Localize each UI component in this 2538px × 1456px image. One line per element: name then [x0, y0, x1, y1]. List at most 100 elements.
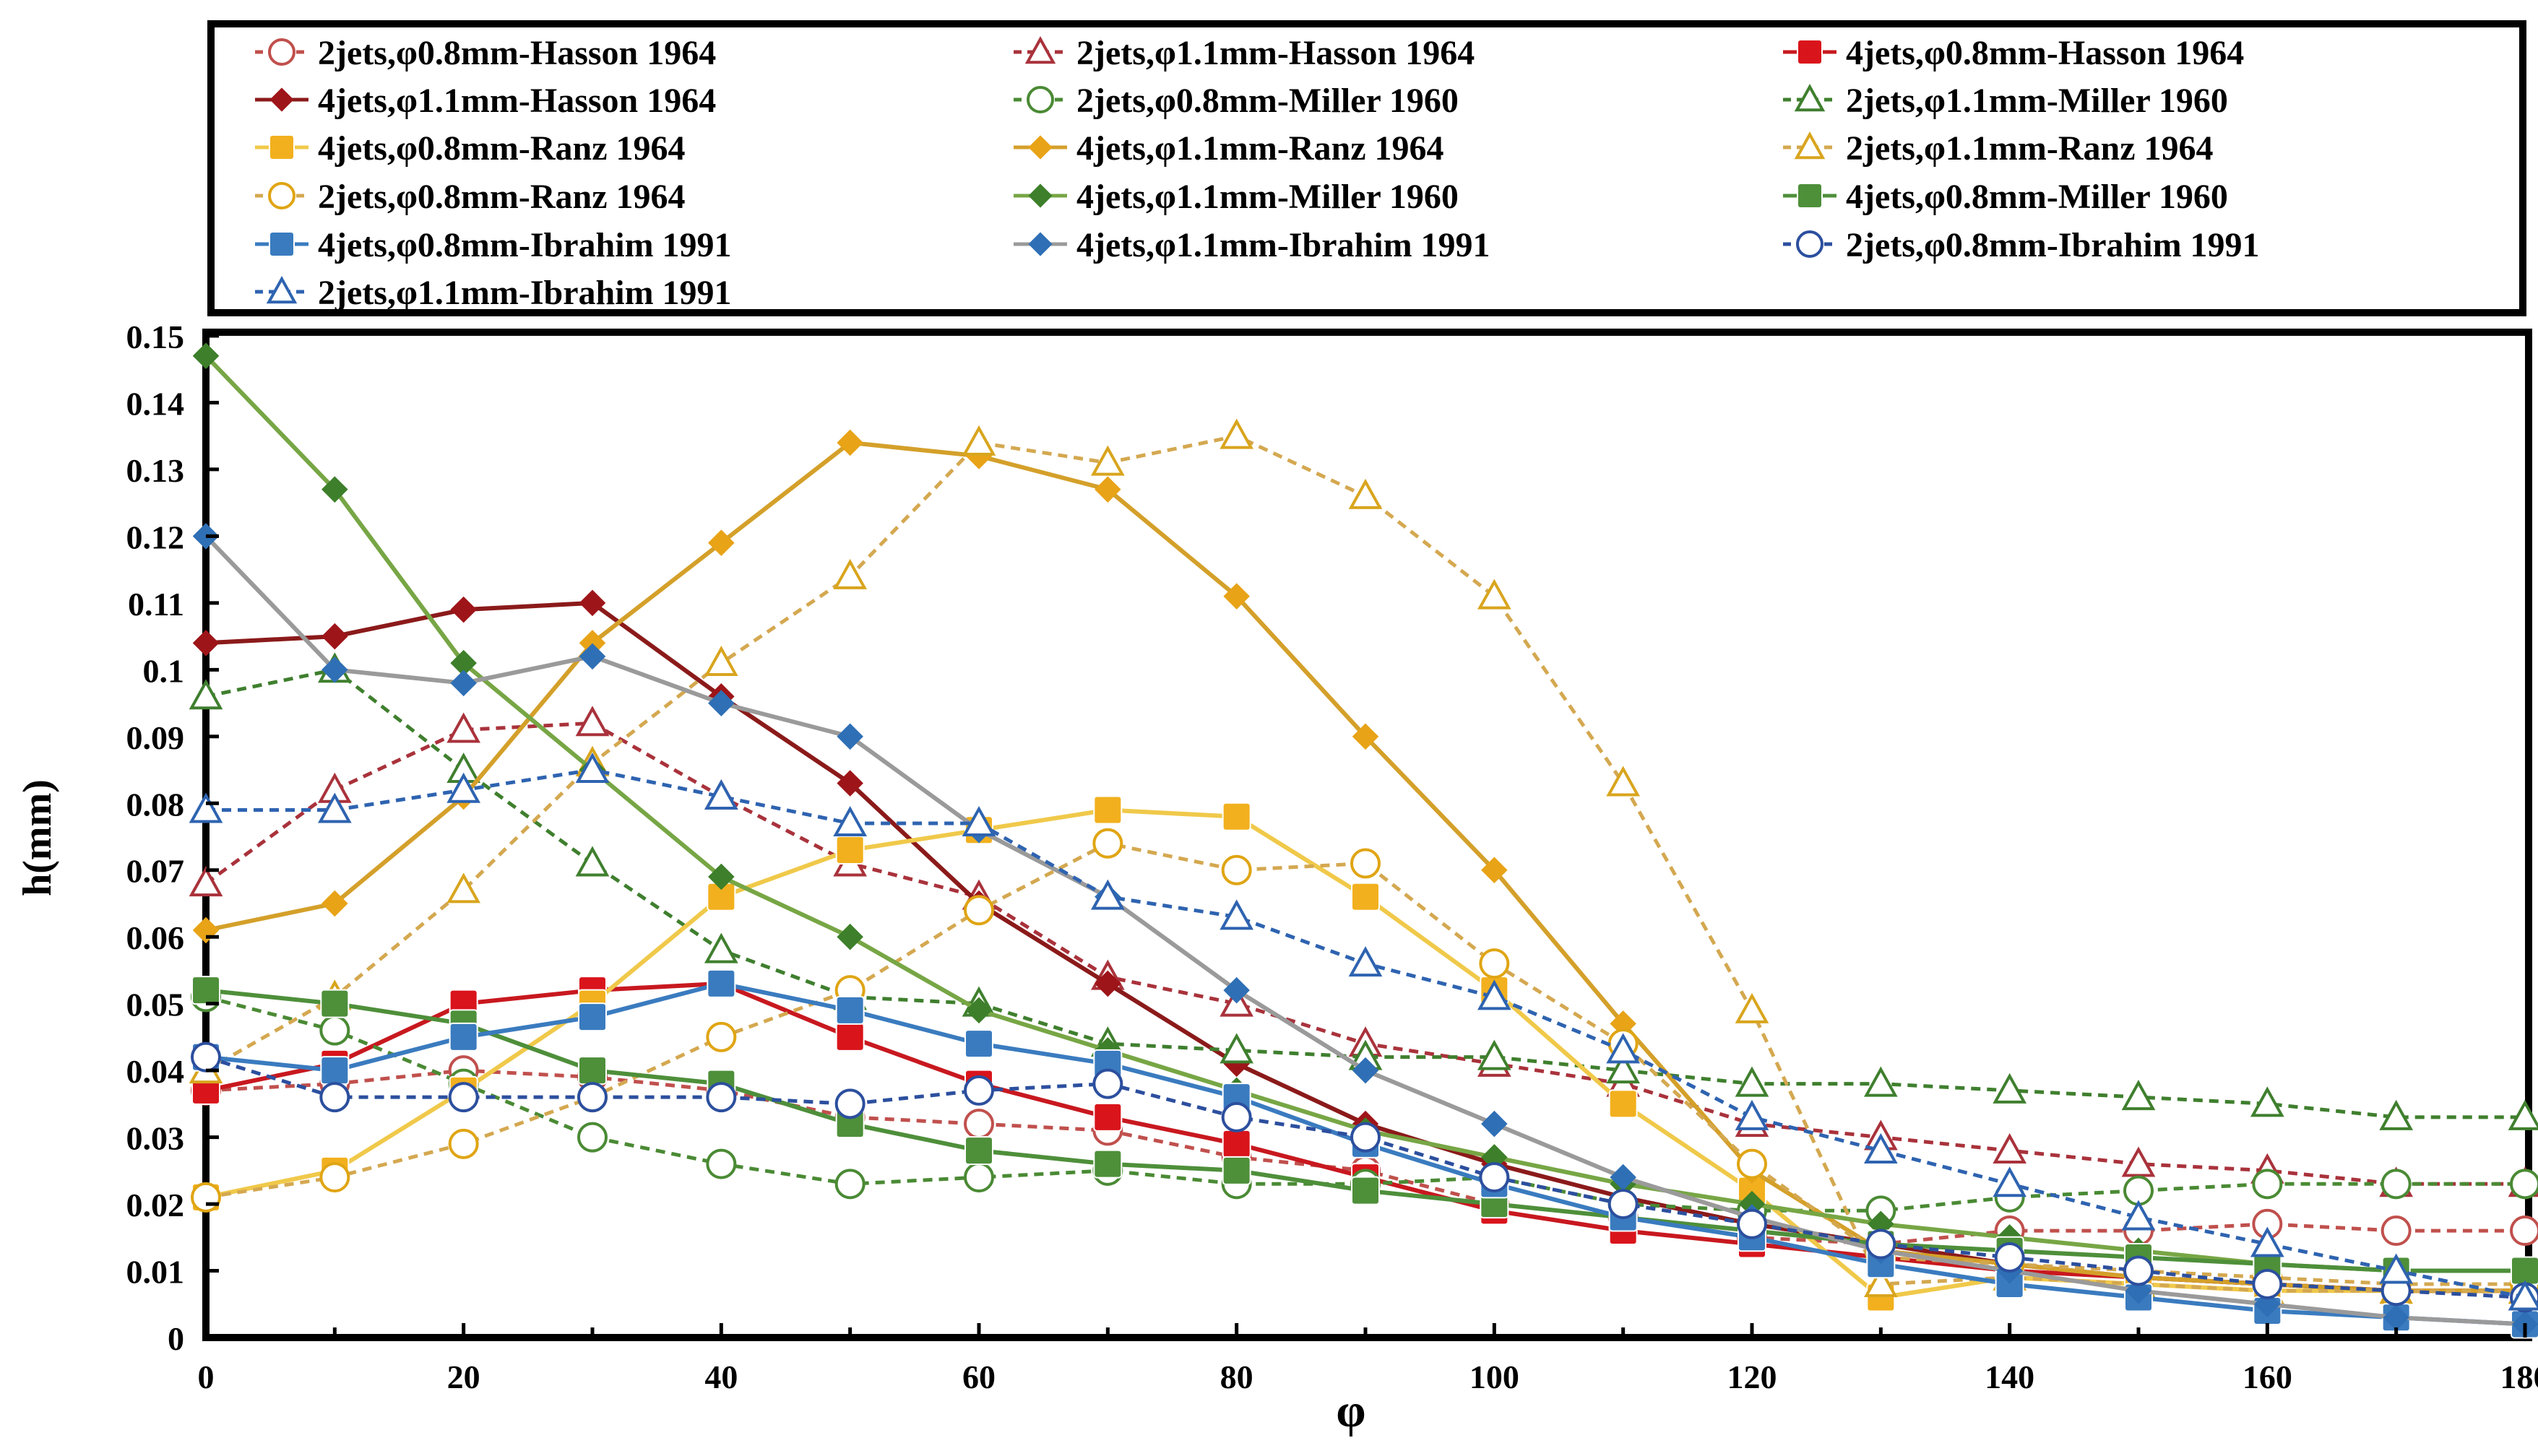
- data-point: [964, 428, 993, 454]
- x-tick-label: 100: [1469, 1358, 1519, 1395]
- legend-label: 2jets,φ1.1mm-Miller 1960: [1846, 82, 2228, 120]
- data-point: [449, 716, 478, 742]
- data-point: [1480, 950, 1508, 977]
- legend-label: 2jets,φ1.1mm-Hasson 1964: [1076, 34, 1475, 72]
- x-tick-label: 180: [2500, 1358, 2538, 1395]
- data-point: [2124, 1150, 2153, 1176]
- legend-label: 2jets,φ0.8mm-Ranz 1964: [318, 178, 686, 216]
- legend-label: 4jets,φ0.8mm-Ranz 1964: [318, 129, 686, 168]
- data-point: [1738, 1103, 1766, 1129]
- y-tick-label: 0.06: [126, 919, 185, 956]
- y-tick-label: 0.01: [126, 1254, 185, 1291]
- legend-item: 2jets,φ0.8mm-Miller 1960: [1014, 82, 1459, 120]
- data-point: [2511, 1217, 2538, 1244]
- data-point: [965, 896, 993, 924]
- data-point: [965, 1164, 993, 1191]
- data-point: [194, 631, 217, 654]
- legend-marker: [269, 232, 294, 256]
- data-point: [1738, 996, 1766, 1022]
- data-point: [191, 869, 220, 895]
- data-point: [2253, 1170, 2281, 1197]
- y-tick-label: 0.07: [126, 853, 185, 890]
- series-layer: [191, 344, 2538, 1338]
- data-point: [1223, 1157, 1251, 1184]
- legend-item: 4jets,φ0.8mm-Hasson 1964: [1783, 34, 2244, 72]
- data-point: [1223, 1104, 1251, 1131]
- data-point: [1738, 1210, 1766, 1238]
- series-4jets-phi1-1mm-ibrahim-1991: [194, 524, 2537, 1335]
- data-point: [452, 598, 475, 621]
- legend-label: 2jets,φ0.8mm-Ibrahim 1991: [1846, 226, 2260, 264]
- data-point: [578, 849, 607, 875]
- legend-label: 2jets,φ0.8mm-Hasson 1964: [318, 34, 716, 72]
- legend-label: 4jets,φ0.8mm-Hasson 1964: [1846, 34, 2244, 72]
- data-point: [1995, 1169, 2024, 1195]
- legend-item: 2jets,φ0.8mm-Ibrahim 1991: [1783, 226, 2260, 264]
- data-point: [1480, 582, 1508, 608]
- data-point: [1094, 830, 1121, 857]
- x-tick-label: 60: [962, 1358, 996, 1395]
- data-point: [450, 1023, 478, 1051]
- y-tick-label: 0.09: [126, 719, 185, 756]
- data-point: [1222, 422, 1251, 448]
- data-point: [1351, 949, 1380, 975]
- data-point: [449, 876, 478, 902]
- series-line: [206, 536, 2525, 1324]
- data-point: [579, 1083, 606, 1111]
- data-point: [965, 1030, 993, 1057]
- legend-label: 4jets,φ0.8mm-Ibrahim 1991: [318, 226, 732, 264]
- data-point: [581, 645, 604, 668]
- y-tick-label: 0.14: [126, 385, 185, 422]
- data-point: [1094, 1104, 1121, 1131]
- data-point: [578, 708, 607, 734]
- legend-marker: [1028, 87, 1053, 112]
- y-tick-label: 0.08: [126, 786, 185, 823]
- data-point: [1352, 883, 1379, 911]
- y-tick-label: 0.03: [126, 1120, 185, 1157]
- data-point: [965, 1077, 993, 1104]
- legend-marker: [269, 40, 294, 64]
- x-tick-label: 20: [447, 1358, 480, 1395]
- data-point: [1867, 1231, 1894, 1258]
- y-tick-label: 0.05: [126, 987, 185, 1023]
- data-point: [191, 796, 220, 822]
- data-point: [1094, 1070, 1121, 1098]
- data-point: [2511, 1170, 2538, 1197]
- data-point: [1610, 1190, 1637, 1218]
- y-tick-label: 0.12: [126, 519, 185, 555]
- data-point: [1223, 1130, 1251, 1158]
- x-tick-label: 80: [1220, 1358, 1253, 1395]
- data-point: [1223, 857, 1251, 884]
- y-axis-label: h(mm): [15, 779, 60, 896]
- data-point: [965, 1110, 993, 1138]
- data-point: [450, 1083, 478, 1111]
- legend-marker: [1797, 40, 1822, 64]
- data-point: [837, 1090, 864, 1117]
- x-tick-label: 40: [704, 1358, 738, 1395]
- legend-label: 2jets,φ1.1mm-Ranz 1964: [1846, 129, 2214, 168]
- legend-marker: [1797, 232, 1822, 256]
- data-point: [2124, 1083, 2153, 1109]
- series-4jets-phi0-8mm-ibrahim-1991: [192, 970, 2538, 1338]
- legend-item: 4jets,φ0.8mm-Ranz 1964: [255, 129, 686, 168]
- y-tick-label: 0.11: [128, 586, 184, 623]
- legend-label: 2jets,φ1.1mm-Ibrahim 1991: [318, 274, 732, 312]
- legend-item: 2jets,φ1.1mm-Ranz 1964: [1783, 129, 2214, 168]
- data-point: [2125, 1257, 2152, 1285]
- legend-item: 4jets,φ1.1mm-Ranz 1964: [1014, 129, 1444, 168]
- data-point: [837, 997, 864, 1024]
- x-tick-label: 120: [1727, 1358, 1777, 1395]
- legend-item: 2jets,φ0.8mm-Hasson 1964: [255, 34, 716, 72]
- legend-item: 4jets,φ1.1mm-Ibrahim 1991: [1014, 226, 1490, 264]
- data-point: [965, 1137, 993, 1164]
- data-point: [321, 1164, 348, 1191]
- y-tick-label: 0.15: [126, 318, 185, 355]
- data-point: [192, 1044, 220, 1071]
- legend-label: 4jets,φ1.1mm-Ibrahim 1991: [1076, 226, 1490, 264]
- legend-marker: [1797, 183, 1822, 208]
- data-point: [192, 1184, 220, 1211]
- data-point: [1352, 1177, 1379, 1205]
- data-point: [1995, 1076, 2024, 1102]
- data-point: [1482, 1112, 1506, 1135]
